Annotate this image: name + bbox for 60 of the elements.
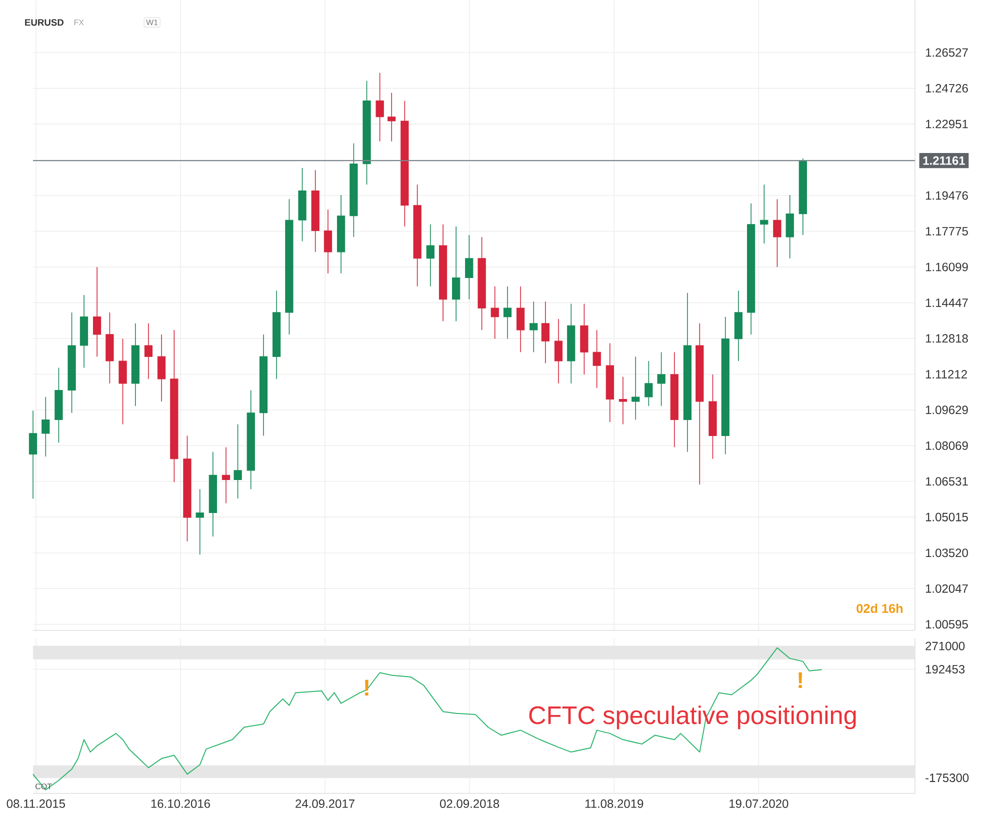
text: EURUSD: [25, 18, 64, 26]
candlestick: [592, 329, 601, 388]
y-tick-label: 1.11212: [926, 370, 967, 378]
candlestick: [28, 410, 38, 499]
candlestick: [760, 184, 768, 244]
candlestick: [144, 322, 153, 380]
ref-line-label: 1.21161: [923, 156, 965, 165]
y-tick-label: 1.12818: [926, 334, 968, 342]
candlestick: [530, 300, 538, 352]
annotation: FX: [74, 20, 84, 25]
candlestick: [426, 224, 434, 287]
candlestick: [222, 446, 230, 504]
x-tick-label: 11.08.2019: [585, 799, 644, 808]
y-tick-label: 1.02047: [926, 584, 968, 593]
y-tick-label: 1.06531: [926, 476, 968, 486]
x-tick-label: 24.09.2017: [296, 799, 354, 808]
candlestick: [118, 338, 127, 424]
candlestick: [157, 334, 166, 402]
candlestick: [773, 198, 782, 268]
y-tick-label: 1.00595: [926, 620, 968, 628]
y-tick-label: 1.26527: [926, 48, 968, 57]
y-tick-label: 1.16099: [926, 262, 968, 272]
y-tick-label: 1.08069: [926, 441, 968, 450]
candlestick: [657, 352, 666, 406]
annotation: 02d 16h: [856, 603, 903, 613]
annotation: W1: [146, 20, 158, 25]
x-tick-label: 02.09.2018: [440, 799, 500, 808]
candlestick: [388, 92, 396, 142]
y-tick-label: -175300: [926, 773, 969, 782]
candlestick: [196, 488, 204, 555]
y-tick-label: 1.14447: [926, 298, 968, 307]
candlestick: [376, 72, 384, 142]
candlestick: [490, 286, 499, 340]
annotation: !: [798, 672, 802, 688]
y-tick-label: 192453: [926, 664, 965, 674]
candlestick: [554, 318, 563, 384]
candlestick: [541, 300, 550, 364]
candlestick: [618, 376, 628, 424]
x-tick-label: 19.07.2020: [730, 799, 788, 808]
candlestick: [465, 234, 474, 300]
candlestick: [503, 286, 512, 340]
y-tick-label: 1.24726: [926, 84, 968, 92]
candlestick: [92, 266, 102, 357]
candlestick: [632, 356, 640, 420]
candlestick: [644, 360, 653, 406]
candlestick: [42, 396, 50, 457]
x-tick-label: 16.10.2016: [151, 799, 210, 808]
y-tick-label: 271000: [926, 642, 965, 650]
candlestick: [452, 226, 460, 322]
x-tick-label: 08.11.2015: [6, 799, 66, 808]
y-tick-label: 1.05015: [926, 512, 968, 522]
candlestick: [234, 424, 242, 499]
y-tick-label: 1.19476: [926, 191, 968, 200]
y-tick-label: 1.22951: [926, 120, 968, 128]
y-tick-label: 1.17775: [926, 226, 968, 236]
candlestick: [324, 209, 332, 274]
y-tick-label: 1.09629: [926, 405, 968, 414]
candlestick: [786, 194, 794, 259]
candlestick: [516, 286, 525, 352]
y-tick-label: 1.03520: [926, 548, 968, 557]
